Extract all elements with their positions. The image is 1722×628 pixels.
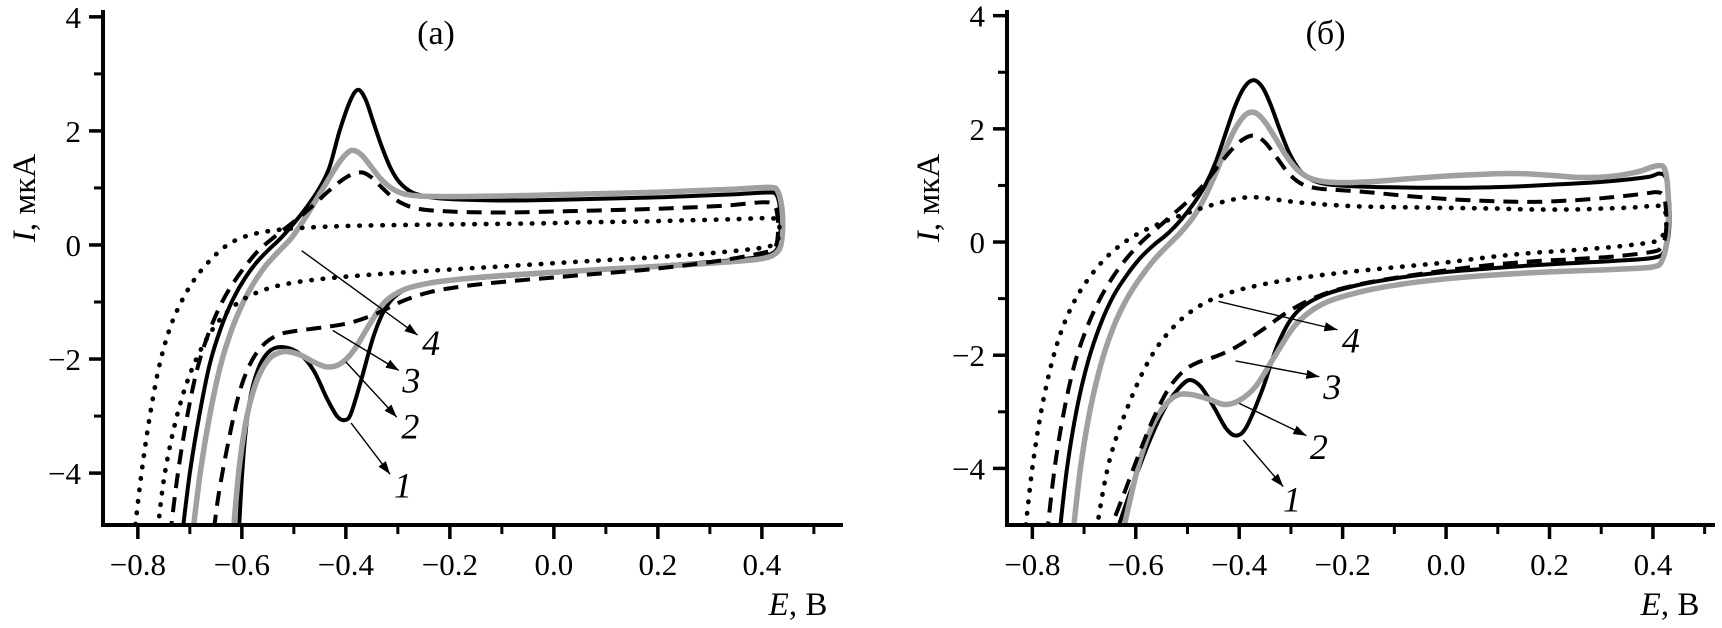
curve-label-2: 2 [401, 406, 419, 446]
y-tick-label: 0 [970, 225, 986, 260]
curve-annotation-4: 4 [301, 250, 440, 363]
panel-b: −0.8 −0.6 −0.4 −0.2 0.0 0.2 0.4 4 2 0 −2 −4 E, В I, м… [911, 0, 1715, 623]
curve-label-1: 1 [1283, 480, 1301, 520]
x-axis-title: E, В [1640, 587, 1700, 623]
curve-3-dashed [1046, 133, 1669, 523]
annotation-arrow-line [1218, 300, 1338, 331]
curve-annotation-1: 1 [1242, 439, 1301, 520]
curve-label-2: 2 [1310, 427, 1328, 467]
annotation-arrowhead [1323, 322, 1338, 332]
annotation-arrowhead [1271, 473, 1284, 487]
curve-label-1: 1 [394, 466, 412, 506]
y-tick-label: −2 [48, 342, 81, 377]
x-tick-label: −0.8 [1004, 547, 1060, 582]
curve-annotation-4: 4 [1218, 300, 1360, 361]
y-axis-ticks: 4 2 0 −2 −4 [48, 0, 103, 491]
curve-1-solid [181, 87, 783, 523]
panel-a: −0.8 −0.6 −0.4 −0.2 0.0 0.2 0.4 4 2 0 −2 −4 E, В I, м… [7, 0, 843, 623]
curve-annotation-3: 3 [332, 329, 420, 401]
x-tick-label: −0.2 [422, 547, 478, 582]
curve-annotation-2: 2 [1238, 402, 1328, 467]
y-axis-ticks: 4 2 0 −2 −4 [952, 0, 1007, 486]
y-tick-label: −2 [952, 338, 985, 373]
curve-annotation-3: 3 [1235, 360, 1341, 407]
x-tick-label: 0.0 [534, 547, 573, 582]
x-tick-label: −0.4 [318, 547, 375, 582]
curve-annotation-2: 2 [345, 361, 419, 446]
x-tick-label: 0.4 [1634, 547, 1673, 582]
x-tick-label: 0.2 [638, 547, 677, 582]
x-axis-ticks: −0.8 −0.6 −0.4 −0.2 0.0 0.2 0.4 [1004, 525, 1707, 582]
x-tick-label: −0.8 [110, 547, 166, 582]
y-tick-label: 4 [66, 0, 82, 35]
x-axis-title: E, В [768, 587, 828, 623]
y-tick-label: 2 [970, 112, 986, 147]
x-tick-label: −0.6 [214, 547, 270, 582]
annotation-arrowhead [378, 461, 391, 475]
y-tick-label: −4 [952, 451, 985, 486]
x-tick-label: 0.2 [1530, 547, 1569, 582]
x-tick-label: −0.4 [1211, 547, 1268, 582]
curve-2-solid [191, 147, 786, 523]
curve-3-dashed [169, 170, 781, 523]
annotation-arrowhead [404, 323, 418, 336]
y-tick-label: 4 [970, 0, 986, 34]
curve-label-4: 4 [1342, 321, 1360, 361]
y-axis-title: I, мкА [7, 154, 43, 243]
y-tick-label: 0 [66, 228, 82, 263]
annotation-arrowhead [385, 359, 399, 371]
y-tick-label: 2 [66, 114, 82, 149]
y-tick-label: −4 [48, 456, 81, 491]
annotation-arrowhead [1305, 369, 1320, 379]
x-tick-label: −0.6 [1108, 547, 1164, 582]
curve-label-4: 4 [422, 323, 440, 363]
annotation-arrow-line [1235, 360, 1320, 378]
annotation-arrowhead [1292, 425, 1307, 436]
x-tick-label: −0.2 [1315, 547, 1371, 582]
x-tick-label: 0.0 [1427, 547, 1466, 582]
curve-4-dotted [1023, 194, 1669, 523]
y-axis-title: I, мкА [911, 154, 947, 243]
axes-spines [101, 10, 843, 527]
x-tick-label: 0.4 [743, 547, 782, 582]
panel-title-b: (б) [1306, 15, 1346, 52]
curve-label-3: 3 [1322, 367, 1341, 407]
curve-2-solid [1071, 109, 1672, 523]
curves [1023, 78, 1672, 523]
panel-title-a: (а) [417, 15, 455, 52]
annotation-arrow-line [301, 250, 419, 336]
axes-spines [1005, 10, 1715, 527]
annotation-arrowhead [384, 404, 397, 418]
curve-1-solid [1058, 78, 1672, 523]
curve-annotation-1: 1 [350, 422, 412, 506]
x-axis-ticks: −0.8 −0.6 −0.4 −0.2 0.0 0.2 0.4 [110, 525, 816, 582]
curves [133, 87, 786, 523]
curve-label-3: 3 [401, 361, 420, 401]
